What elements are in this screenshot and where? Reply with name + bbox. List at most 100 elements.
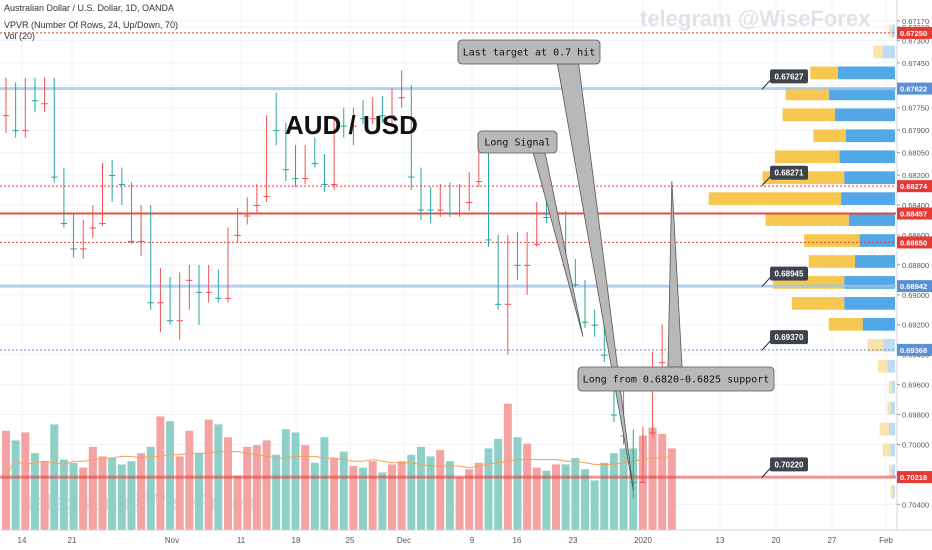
candle-body bbox=[427, 209, 434, 211]
candle-body bbox=[659, 362, 666, 364]
volume-bar bbox=[426, 456, 435, 530]
volume-bar bbox=[378, 472, 387, 530]
vp-bar-down bbox=[888, 422, 895, 436]
candle-body bbox=[350, 125, 357, 127]
volume-bar bbox=[600, 462, 609, 530]
candle-body bbox=[514, 264, 521, 266]
candle bbox=[51, 77, 58, 183]
candle bbox=[99, 163, 106, 226]
candle-body bbox=[70, 248, 77, 250]
vp-bar-up bbox=[828, 317, 863, 331]
volume-bar bbox=[619, 448, 628, 530]
candle bbox=[166, 276, 174, 325]
y-tick-label: 0.68200 bbox=[902, 171, 929, 180]
vp-bar-down bbox=[828, 87, 895, 101]
y-tick-label: 0.67170 bbox=[902, 17, 929, 26]
candle-body bbox=[89, 227, 97, 229]
candle bbox=[282, 122, 290, 182]
candle bbox=[31, 77, 39, 113]
vp-bar-down bbox=[854, 255, 895, 268]
candle bbox=[2, 77, 10, 134]
vp-bar-down bbox=[893, 485, 895, 499]
price-tag-label: 0.68274 bbox=[900, 182, 928, 191]
x-tick-label: 2020 bbox=[634, 536, 652, 545]
candle-body bbox=[494, 303, 502, 305]
volume-bar bbox=[465, 469, 474, 530]
x-tick-label: 9 bbox=[470, 536, 475, 545]
vp-bar-down bbox=[844, 297, 895, 310]
callout-box bbox=[770, 266, 808, 281]
candle-body bbox=[330, 184, 338, 186]
candle-body bbox=[60, 222, 68, 224]
vp-bar-down bbox=[882, 45, 895, 59]
candle-body bbox=[31, 100, 39, 102]
volume-bar bbox=[40, 461, 49, 530]
volume-indicator-label[interactable]: Vol (20) bbox=[4, 31, 36, 41]
volume-bar bbox=[320, 437, 329, 530]
volume-bar bbox=[561, 464, 570, 530]
callout-box bbox=[770, 457, 808, 472]
volume-bar bbox=[98, 456, 107, 530]
y-tick-label: 0.69600 bbox=[902, 381, 929, 390]
callout-label: 0.68945 bbox=[775, 270, 804, 279]
volume-bar bbox=[185, 430, 194, 530]
y-tick-label: 0.68800 bbox=[902, 261, 929, 270]
candle bbox=[494, 234, 502, 310]
candle-body bbox=[147, 302, 154, 304]
candle bbox=[591, 309, 598, 337]
candle-body bbox=[340, 125, 347, 127]
candle bbox=[350, 107, 357, 146]
candle-body bbox=[253, 205, 261, 207]
volume-bar bbox=[397, 461, 406, 530]
callout-box bbox=[770, 165, 808, 180]
volume-bar bbox=[474, 462, 483, 530]
vp-bar-down bbox=[887, 359, 895, 373]
volume-bar bbox=[532, 467, 541, 530]
price-axis: 0.704000.700000.698000.696000.694000.692… bbox=[896, 0, 932, 530]
candle-body bbox=[244, 215, 251, 217]
candle bbox=[437, 184, 444, 217]
vp-bar-up bbox=[765, 213, 849, 226]
volume-bar bbox=[11, 440, 20, 530]
candle bbox=[253, 184, 261, 214]
candle bbox=[639, 426, 647, 483]
vpvr-indicator-label[interactable]: VPVR (Number Of Rows, 24, Up/Down, 70) bbox=[4, 20, 179, 30]
candle-body bbox=[51, 176, 58, 178]
candle bbox=[649, 351, 656, 437]
vp-bar-up bbox=[887, 401, 891, 415]
candle bbox=[128, 182, 135, 244]
volume-bar bbox=[609, 453, 618, 530]
x-tick-label: 14 bbox=[18, 536, 27, 545]
vp-bar-up bbox=[888, 24, 892, 38]
vp-bar-down bbox=[859, 234, 895, 247]
volume-bar bbox=[368, 461, 377, 530]
volume-bar bbox=[648, 427, 657, 530]
y-tick-label: 0.68400 bbox=[902, 201, 929, 210]
callout-label: 0.68271 bbox=[775, 169, 804, 178]
candle bbox=[176, 272, 183, 340]
candle-body bbox=[466, 202, 473, 204]
vp-bar-down bbox=[839, 150, 895, 164]
candle-body bbox=[22, 130, 29, 132]
y-tick-label: 0.70400 bbox=[902, 500, 929, 509]
candle-body bbox=[437, 209, 444, 211]
volume-profile bbox=[708, 24, 895, 499]
annotation-long-support-text: Long from 0.6820-0.6825 support bbox=[583, 375, 770, 386]
price-tag bbox=[897, 280, 932, 293]
candle-body bbox=[649, 432, 656, 434]
volume-bar bbox=[88, 446, 97, 530]
candle-body bbox=[417, 209, 425, 211]
horizontal-levels bbox=[0, 32, 896, 479]
volume-bar bbox=[359, 467, 368, 530]
y-tick-label: 0.69800 bbox=[902, 411, 929, 420]
candle-body bbox=[630, 481, 637, 483]
vp-bar-up bbox=[708, 192, 842, 205]
chart-title: AUD / USD bbox=[285, 110, 418, 140]
volume-bar bbox=[281, 429, 290, 530]
volume-bar bbox=[571, 458, 580, 530]
vp-bar-down bbox=[834, 108, 895, 122]
time-axis: 14 21 Nov 11 18 25 Dec 9 16 23 2020 13 20 27 Feb bbox=[0, 529, 932, 550]
y-tick-label: 0.70000 bbox=[902, 440, 929, 449]
